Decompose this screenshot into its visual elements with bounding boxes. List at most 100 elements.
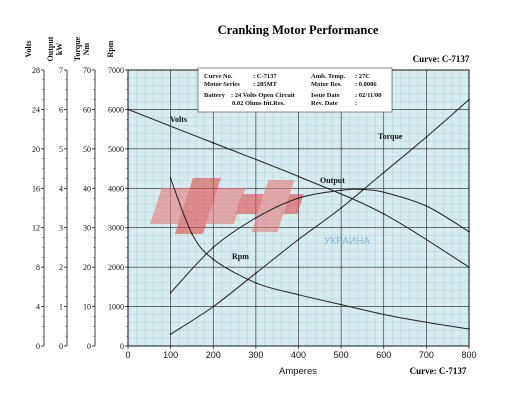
axis-label-output-kw: kW [55,43,64,55]
info-amb-temp-label: Amb. Temp. [311,73,346,80]
x-tick-label: 100 [163,350,178,360]
axis-tick-label-volts: 20 [32,145,40,154]
info-amb-temp: : 27C [355,73,370,80]
data-point-rpm [468,328,470,330]
info-issue-date-label: Issue Date [311,92,340,99]
info-motor-res-label: Motor Res. [311,81,342,88]
data-point-output [468,230,470,233]
data-point-volts [468,266,470,269]
axis-tick-label-torque-nm: 20 [83,263,91,272]
info-battery: : 24 Volts Open Circuit [231,92,296,99]
data-point-volts [212,142,215,144]
data-point-output [425,205,428,207]
info-motor-series: : 285MT [253,81,278,88]
data-point-output [297,197,300,200]
axis-tick-label-torque-nm: 10 [83,303,91,312]
data-point-torque [169,333,172,336]
axis-tick-label-torque-nm: 30 [83,224,91,233]
axis-tick-label-torque-nm: 70 [83,66,91,75]
axis-tick-label-rpm: 6000 [108,105,124,114]
x-axis-ticks: 0 100 200 300 400 500 600 700 800 [125,346,477,360]
curve-label-bottom: Curve: C-7137 [410,366,467,376]
x-tick-label: 200 [206,350,221,360]
axis-tick-label-torque-nm: 50 [83,145,91,154]
data-point-torque [382,171,385,174]
data-point-rpm [382,313,385,316]
axis-tick-label-torque-nm: 60 [83,105,91,114]
axis-tick-label-volts: 12 [32,224,40,233]
data-point-output [254,216,257,219]
info-battery-label: Battery [204,92,226,99]
data-point-torque [254,272,257,274]
axis-label-output-kw: Output [46,36,55,61]
watermark: УКРАИНА [150,178,370,247]
chart-title: Cranking Motor Performance [218,23,379,37]
data-point-torque [212,305,215,308]
series-label-torque: Torque [378,132,403,141]
watermark-text: УКРАИНА [324,236,370,247]
info-resistance: 0.02 Ohms Int.Res. [232,100,285,107]
axis-tick-label-rpm: 4000 [108,184,124,193]
axis-tick-label-torque-nm: 40 [83,184,91,193]
data-point-output [212,246,215,249]
axis-tick-label-output-kw: 1 [59,303,63,312]
data-point-rpm [191,232,193,235]
data-point-output [361,188,364,191]
series-layer: Volts Torque Output Rpm [127,98,470,336]
data-point-rpm [169,177,172,180]
info-motor-res: : 0.0086 [355,81,377,88]
info-issue-date: : 02/11/00 [355,92,382,99]
info-rev-date-label: Rev. Date [311,100,338,107]
axis-label-volts: Volts [24,40,33,57]
curve-label-top: Curve: C-7137 [413,54,470,64]
axis-tick-label-rpm: 5000 [108,145,124,154]
info-box: Curve No. : C-7137 Motor Series : 285MT … [197,67,393,113]
series-label-volts: Volts [170,115,187,124]
data-point-volts [382,213,385,215]
axis-tick-label-output-kw: 0 [59,342,63,351]
axis-tick-label-rpm: 2000 [108,263,124,272]
watermark-logo [150,178,304,234]
data-point-output [340,189,343,192]
series-line-torque [170,99,470,335]
info-motor-series-label: Motor Series [204,81,240,88]
data-point-torque [425,136,428,138]
series-label-rpm: Rpm [232,252,249,261]
x-tick-label: 0 [125,350,130,360]
axis-tick-label-rpm: 0 [120,342,124,351]
info-rev-date: : [355,100,357,107]
data-point-output [382,191,385,194]
data-point-rpm [297,293,300,296]
axis-tick-label-volts: 28 [32,66,40,75]
x-tick-label: 400 [291,350,306,360]
x-tick-label: 700 [419,350,434,360]
axis-tick-label-rpm: 3000 [108,224,124,233]
axis-tick-label-volts: 16 [32,184,40,193]
axis-label-torque-nm: Torque [73,36,82,61]
axis-label-torque-nm: Nm [82,42,91,55]
data-point-rpm [212,258,215,261]
data-point-rpm [425,321,428,324]
data-point-output [169,291,172,294]
data-point-volts [127,108,129,111]
axis-tick-label-output-kw: 4 [59,184,63,193]
data-point-volts [297,175,300,178]
axis-tick-label-output-kw: 3 [59,224,63,233]
axis-tick-label-output-kw: 6 [59,105,63,114]
series-label-output: Output [320,176,345,185]
axis-tick-label-output-kw: 2 [59,263,63,272]
data-point-rpm [340,303,343,306]
axis-tick-label-rpm: 1000 [108,303,124,312]
axis-tick-label-volts: 8 [36,263,40,272]
info-curve-no: : C-7137 [253,73,277,80]
axis-tick-label-output-kw: 7 [59,66,63,75]
data-point-torque [297,238,300,241]
axis-tick-label-volts: 4 [36,303,40,312]
x-axis-label: Amperes [279,366,317,377]
x-tick-label: 800 [461,350,476,360]
axis-tick-label-torque-nm: 0 [87,342,91,351]
axis-tick-label-volts: 0 [36,342,40,351]
data-point-torque [340,207,343,209]
